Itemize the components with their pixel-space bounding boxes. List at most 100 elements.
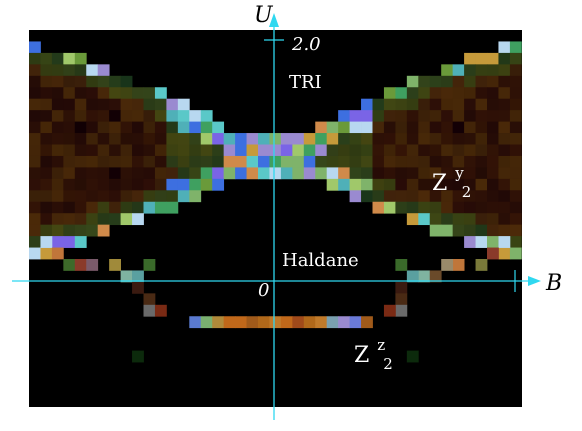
heatmap-cell	[498, 75, 511, 88]
heatmap-cell	[120, 190, 133, 203]
heatmap-cell	[395, 110, 408, 122]
heatmap-cell	[40, 64, 53, 77]
heatmap-cell	[40, 213, 53, 226]
heatmap-cell	[143, 190, 156, 203]
heatmap-cell	[258, 144, 270, 157]
heatmap-cell	[246, 167, 259, 180]
heatmap-cell	[63, 98, 76, 111]
heatmap-cell	[132, 98, 144, 111]
heatmap-cell	[97, 110, 110, 122]
heatmap-cell	[29, 121, 41, 134]
heatmap-cell	[487, 155, 499, 168]
heatmap-cell	[383, 121, 396, 134]
heatmap-cell	[29, 41, 41, 54]
heatmap-cell	[63, 190, 76, 203]
heatmap-cell	[63, 236, 76, 248]
heatmap-cell-band	[86, 259, 99, 271]
heatmap-cell	[509, 213, 522, 226]
heatmap-cell	[418, 87, 431, 100]
heatmap-cell	[464, 178, 476, 191]
heatmap-cell	[487, 190, 499, 203]
heatmap-cell-edge	[154, 304, 167, 317]
heatmap-cell	[509, 155, 522, 168]
heatmap-cell	[464, 133, 476, 145]
heatmap-cell	[143, 155, 156, 168]
heatmap-cell	[441, 178, 454, 191]
heatmap-cell	[40, 167, 53, 180]
heatmap-cell	[120, 155, 133, 168]
heatmap-cell	[97, 64, 110, 77]
heatmap-cell	[51, 236, 64, 248]
heatmap-cell	[97, 190, 110, 203]
heatmap-cell	[120, 201, 133, 214]
heatmap-cell	[452, 178, 465, 191]
heatmap-cell	[418, 201, 431, 214]
heatmap-cell	[63, 155, 76, 168]
heatmap-cell	[441, 167, 454, 180]
heatmap-cell-band	[120, 270, 133, 283]
heatmap-cell	[40, 75, 53, 88]
heatmap-cell	[475, 155, 488, 168]
heatmap-cell	[429, 87, 442, 100]
region-label-haldane: Haldane	[282, 250, 359, 271]
heatmap-cell	[452, 110, 465, 122]
heatmap-cell	[326, 167, 339, 180]
heatmap-cell	[166, 133, 179, 145]
heatmap-cell	[406, 98, 419, 111]
heatmap-cell	[143, 201, 156, 214]
heatmap-cell	[498, 247, 511, 260]
heatmap-cell	[29, 167, 41, 180]
x-axis-label: B	[545, 271, 562, 296]
heatmap-cell	[315, 167, 328, 180]
heatmap-cell	[429, 98, 442, 111]
heatmap-cell	[406, 87, 419, 100]
heatmap-cell	[154, 155, 167, 168]
heatmap-cell	[418, 178, 431, 191]
heatmap-cell	[280, 144, 293, 157]
heatmap-cell	[132, 201, 144, 214]
heatmap-cell-band	[74, 259, 87, 271]
heatmap-cell	[177, 155, 190, 168]
heatmap-cell	[383, 155, 396, 168]
heatmap-cell	[361, 98, 373, 111]
heatmap-cell	[464, 87, 476, 100]
heatmap-cell	[189, 178, 202, 191]
heatmap-cell	[166, 144, 179, 157]
heatmap-cell	[40, 201, 53, 214]
heatmap-cell	[509, 133, 522, 145]
heatmap-cell	[429, 144, 442, 157]
heatmap-cell	[406, 144, 419, 157]
heatmap-cell-band	[429, 270, 442, 283]
heatmap-cell	[475, 190, 488, 203]
heatmap-cell	[498, 133, 511, 145]
heatmap-cell	[74, 110, 87, 122]
heatmap-cell	[212, 121, 225, 134]
heatmap-cell	[498, 178, 511, 191]
heatmap-cell	[177, 167, 190, 180]
heatmap-cell	[86, 178, 99, 191]
heatmap-cell	[154, 121, 167, 134]
heatmap-cell	[40, 98, 53, 111]
heatmap-cell	[51, 98, 64, 111]
heatmap-cell	[406, 75, 419, 88]
heatmap-cell	[166, 201, 179, 214]
heatmap-cell	[120, 121, 133, 134]
heatmap-cell	[361, 133, 373, 145]
heatmap-cell	[29, 247, 41, 260]
heatmap-cell	[475, 236, 488, 248]
heatmap-cell	[383, 201, 396, 214]
heatmap-cell-line	[338, 316, 350, 329]
heatmap-cell	[86, 98, 99, 111]
heatmap-cell	[200, 121, 213, 134]
heatmap-cell	[154, 144, 167, 157]
heatmap-cell	[97, 87, 110, 100]
heatmap-cell	[132, 190, 144, 203]
heatmap-cell	[395, 133, 408, 145]
heatmap-cell	[63, 87, 76, 100]
heatmap-cell	[349, 167, 362, 180]
heatmap-cell	[418, 190, 431, 203]
heatmap-cell	[97, 75, 110, 88]
heatmap-cell	[223, 144, 236, 157]
heatmap-cell	[429, 75, 442, 88]
